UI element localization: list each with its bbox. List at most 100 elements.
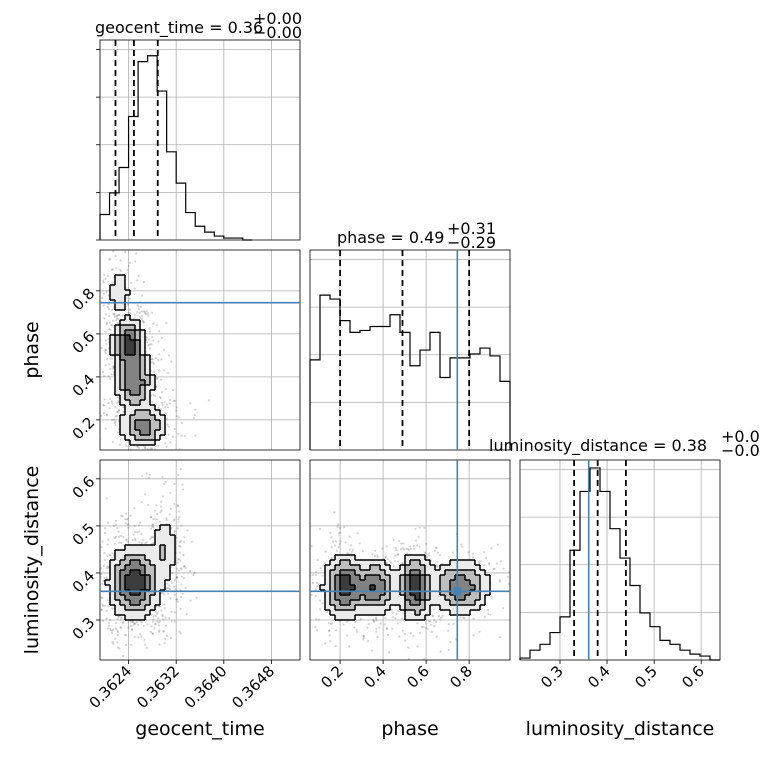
density-cell [145,435,151,441]
density-cell [380,590,386,596]
density-cell [165,535,171,541]
axis-frame [99,459,301,661]
density-cell [160,430,166,436]
density-cell [130,340,136,346]
sample-point [148,343,151,346]
sample-point [315,618,318,621]
sample-point [129,448,132,450]
sample-point [117,715,119,717]
sample-point [182,540,186,544]
sample-point [460,543,463,546]
density-cell [135,320,141,326]
sample-point [125,444,128,447]
sample-point [107,307,110,311]
density-cell [125,360,131,366]
sample-point [175,567,178,570]
ylabel-phase: phase [21,321,43,378]
density-cell [130,325,136,331]
density-cell [130,595,136,601]
sample-point [115,315,119,318]
density-cell [135,380,141,386]
density-cell [160,580,166,586]
density-cell [410,600,416,606]
density-cell [155,570,161,576]
density-cell [135,385,141,391]
density-cell [355,585,361,591]
sample-point [171,571,174,574]
density-cell [475,570,481,576]
sample-point [152,541,155,545]
sample-point [104,330,107,333]
sample-point [151,335,154,339]
sample-point [108,363,111,366]
density-cell [405,575,411,581]
density-cell [155,540,161,546]
sample-point [163,593,166,596]
density-cell [465,570,471,576]
sample-point [158,449,161,450]
density-cell [355,605,361,611]
sample-point [154,518,157,521]
density-cell [130,585,136,591]
density-cell [380,565,386,571]
axis-frame [519,459,721,661]
title-luminosity-distance: luminosity_distance = 0.38 [489,436,707,456]
density-cell [140,330,146,336]
sample-point [105,321,108,324]
sample-point [306,581,308,583]
density-cell [140,370,146,376]
sample-point [178,630,181,633]
sample-point [157,624,161,627]
density-cell [385,585,391,591]
sample-point [173,482,176,485]
sample-point [127,626,130,629]
density-cell [115,600,121,606]
sample-point [415,544,419,547]
sample-point [319,527,322,530]
sample-point [163,369,166,372]
sample-point [335,549,339,552]
sample-point [104,313,108,316]
sample-point [161,336,164,339]
density-cell [355,580,361,586]
density-cell [445,570,451,576]
sample-point [111,607,114,610]
density-cell [385,565,391,571]
density-cell [115,275,121,281]
density-cell [445,600,451,606]
sample-point [159,396,162,400]
density-cell [440,600,446,606]
density-cell [125,370,131,376]
density-cell [130,345,136,351]
sample-point [376,554,379,557]
sample-point [422,626,425,629]
density-cell [115,390,121,396]
density-cell [400,565,406,571]
density-cell [425,605,431,611]
density-cell [395,570,401,576]
sample-point [156,612,159,615]
density-cell [405,590,411,596]
sample-point [403,548,406,551]
sample-point [122,621,125,625]
sample-point [143,310,146,313]
sample-point [177,432,180,436]
density-cell [115,325,121,331]
sample-point [109,368,112,371]
sample-point [346,634,349,637]
density-cell [145,430,151,436]
sample-point [315,585,319,588]
density-cell [135,435,141,441]
density-cell [110,580,116,586]
density-cell [435,595,441,601]
density-cell [165,550,171,556]
density-cell [440,605,446,611]
density-cell [340,615,346,621]
density-cell [445,585,451,591]
sample-point [117,530,120,533]
sample-point [319,599,322,602]
sample-point [140,501,143,504]
density-cell [355,575,361,581]
sample-point [405,547,408,550]
density-cell [370,600,376,606]
